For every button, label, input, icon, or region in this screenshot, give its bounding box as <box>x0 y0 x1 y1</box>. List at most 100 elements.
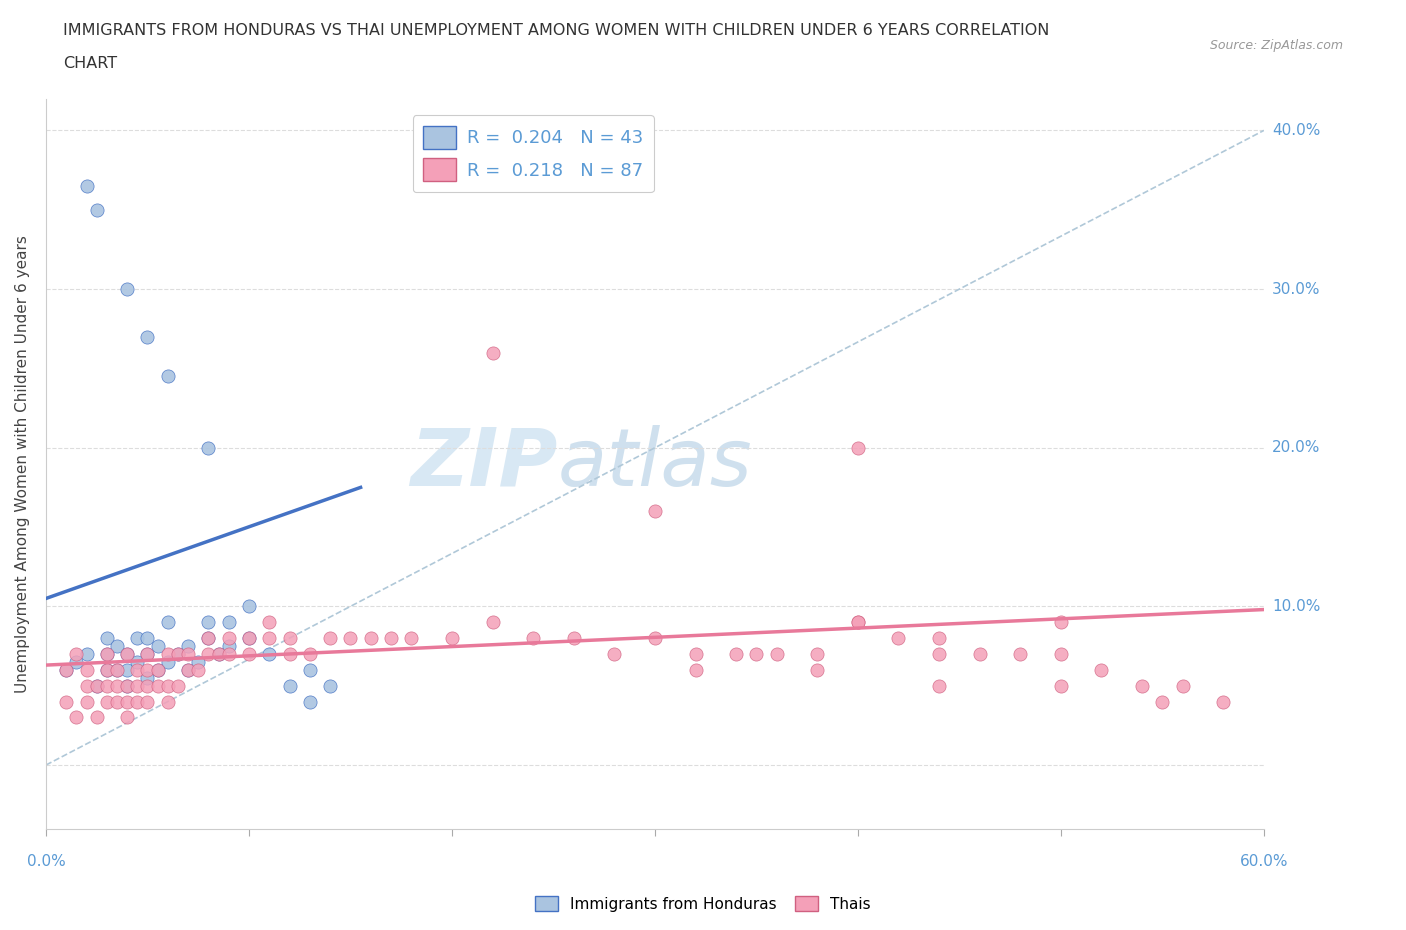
Point <box>177 639 200 654</box>
Point <box>156 678 179 693</box>
Point <box>146 662 169 677</box>
Point <box>685 662 707 677</box>
Point <box>96 662 118 677</box>
Point <box>65 655 87 670</box>
Point <box>218 646 240 661</box>
Point <box>86 203 108 218</box>
Point <box>115 646 138 661</box>
Point <box>86 678 108 693</box>
Point <box>136 678 159 693</box>
Point <box>298 646 321 661</box>
Point <box>197 631 219 645</box>
Point <box>278 631 301 645</box>
Point <box>105 662 128 677</box>
Point <box>136 631 159 645</box>
Point <box>846 615 869 630</box>
Point <box>259 631 281 645</box>
Text: 40.0%: 40.0% <box>1272 123 1320 138</box>
Point <box>55 694 77 709</box>
Point <box>55 662 77 677</box>
Point <box>218 639 240 654</box>
Point <box>156 369 179 384</box>
Point <box>136 671 159 685</box>
Point <box>105 662 128 677</box>
Point <box>156 646 179 661</box>
Point <box>259 615 281 630</box>
Point <box>115 678 138 693</box>
Point <box>928 646 950 661</box>
Point <box>725 646 748 661</box>
Legend: R =  0.204   N = 43, R =  0.218   N = 87: R = 0.204 N = 43, R = 0.218 N = 87 <box>412 115 654 193</box>
Point <box>115 678 138 693</box>
Point <box>928 678 950 693</box>
Point <box>1050 615 1073 630</box>
Point <box>167 646 190 661</box>
Point <box>562 631 585 645</box>
Point <box>806 646 828 661</box>
Point <box>156 655 179 670</box>
Point <box>76 694 98 709</box>
Point <box>969 646 991 661</box>
Point <box>380 631 402 645</box>
Text: 10.0%: 10.0% <box>1272 599 1320 614</box>
Point <box>65 710 87 724</box>
Point <box>136 329 159 344</box>
Point <box>127 694 149 709</box>
Point <box>745 646 768 661</box>
Point <box>806 662 828 677</box>
Text: Source: ZipAtlas.com: Source: ZipAtlas.com <box>1209 39 1343 52</box>
Point <box>177 646 200 661</box>
Point <box>187 662 209 677</box>
Point <box>127 662 149 677</box>
Point <box>115 710 138 724</box>
Point <box>685 646 707 661</box>
Point <box>259 646 281 661</box>
Point <box>115 282 138 297</box>
Point <box>1050 678 1073 693</box>
Point <box>644 504 666 519</box>
Point <box>127 655 149 670</box>
Point <box>278 678 301 693</box>
Point <box>115 646 138 661</box>
Point <box>238 599 260 614</box>
Point <box>401 631 423 645</box>
Point <box>319 631 342 645</box>
Point <box>887 631 910 645</box>
Point <box>136 646 159 661</box>
Point <box>55 662 77 677</box>
Legend: Immigrants from Honduras, Thais: Immigrants from Honduras, Thais <box>529 889 877 918</box>
Text: 0.0%: 0.0% <box>27 854 65 869</box>
Point <box>96 646 118 661</box>
Point <box>146 662 169 677</box>
Point <box>440 631 463 645</box>
Point <box>765 646 787 661</box>
Point <box>298 694 321 709</box>
Point <box>481 345 503 360</box>
Point <box>96 646 118 661</box>
Point <box>187 655 209 670</box>
Point <box>167 678 190 693</box>
Point <box>197 631 219 645</box>
Point <box>115 694 138 709</box>
Point <box>76 678 98 693</box>
Point <box>96 662 118 677</box>
Point <box>115 662 138 677</box>
Point <box>96 678 118 693</box>
Point <box>177 662 200 677</box>
Text: 30.0%: 30.0% <box>1272 282 1320 297</box>
Point <box>156 694 179 709</box>
Point <box>156 615 179 630</box>
Point <box>1212 694 1234 709</box>
Point <box>846 440 869 455</box>
Point <box>197 615 219 630</box>
Point <box>339 631 361 645</box>
Point <box>1130 678 1153 693</box>
Point <box>1050 646 1073 661</box>
Point <box>136 662 159 677</box>
Point <box>1090 662 1112 677</box>
Point <box>167 646 190 661</box>
Point <box>127 631 149 645</box>
Point <box>207 646 229 661</box>
Point <box>238 631 260 645</box>
Point <box>846 615 869 630</box>
